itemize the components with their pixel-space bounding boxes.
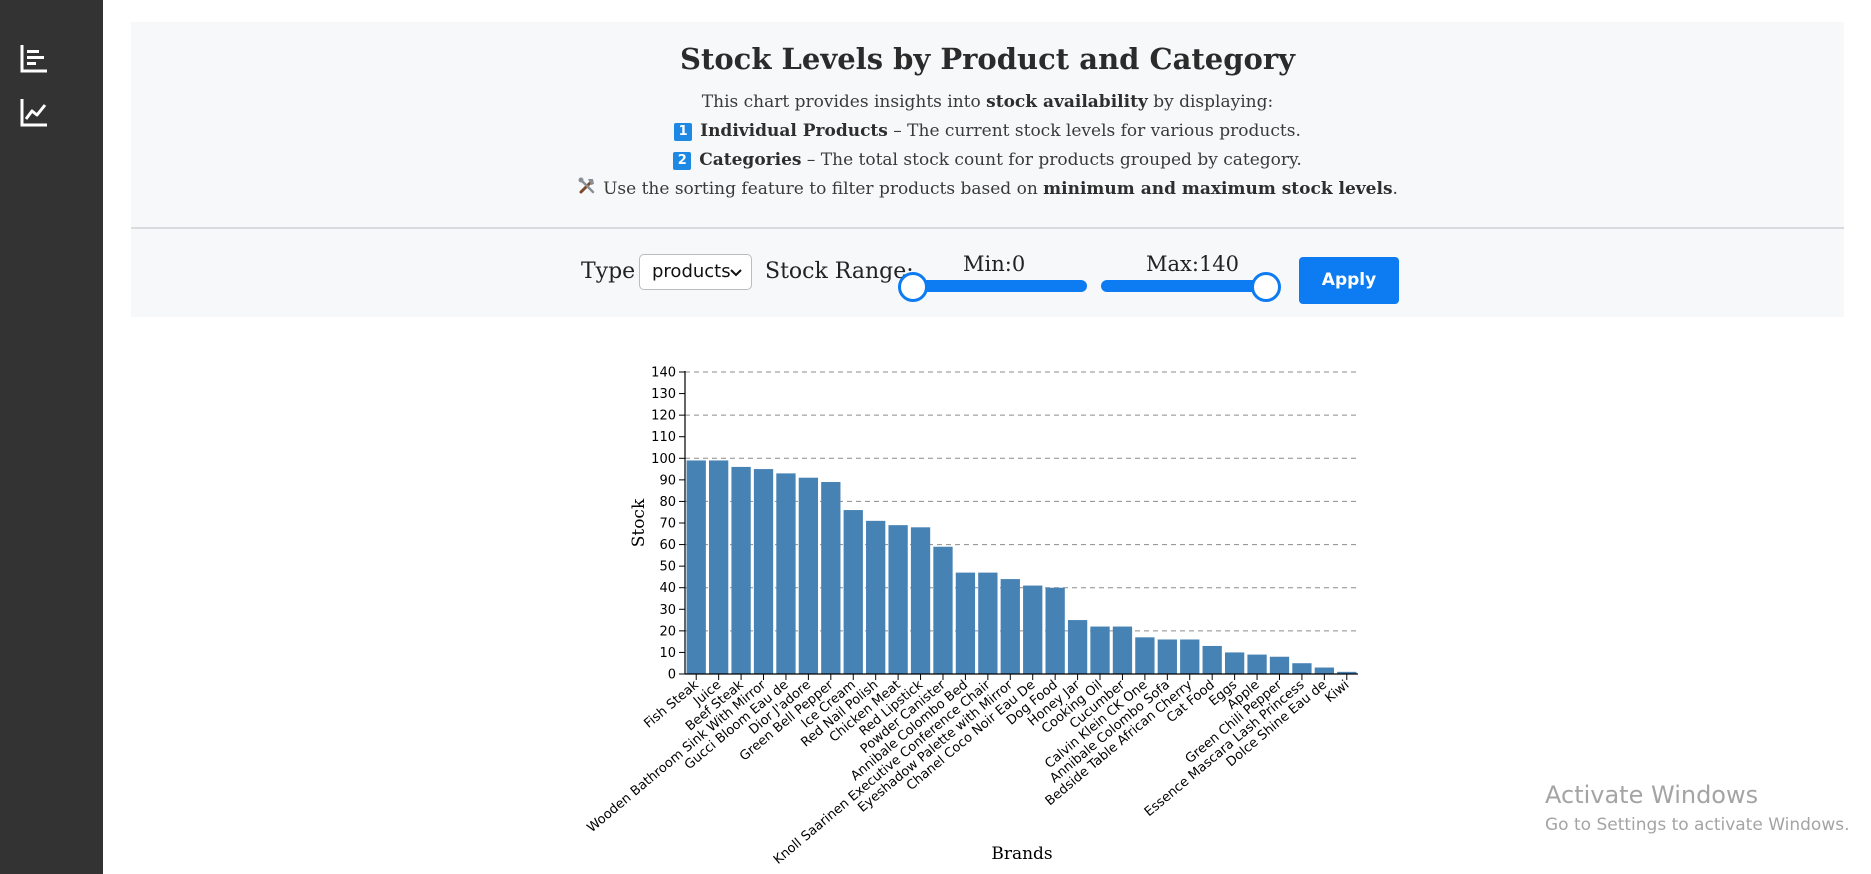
bar xyxy=(1269,656,1290,674)
bar xyxy=(1292,663,1312,674)
y-tick-label: 100 xyxy=(651,452,676,467)
y-axis-title: Stock xyxy=(629,498,649,547)
max-slider-thumb[interactable] xyxy=(1251,272,1281,302)
tools-icon xyxy=(578,177,595,194)
y-tick-label: 60 xyxy=(659,538,676,553)
y-tick-label: 110 xyxy=(651,430,676,445)
chevron-down-icon xyxy=(730,269,742,277)
y-tick-label: 0 xyxy=(668,668,676,683)
min-slider-track[interactable] xyxy=(911,280,1087,292)
y-tick-label: 90 xyxy=(659,473,676,488)
y-tick-label: 50 xyxy=(659,560,676,575)
y-tick-label: 10 xyxy=(659,646,676,661)
bar xyxy=(1180,639,1200,674)
y-tick-label: 70 xyxy=(659,517,676,532)
number-two-icon: 2 xyxy=(673,152,692,170)
info-item-text: – The current stock levels for various p… xyxy=(887,121,1301,141)
bar xyxy=(1000,579,1020,674)
intro-bold: stock availability xyxy=(986,92,1148,112)
bar xyxy=(866,520,886,674)
number-one-icon: 1 xyxy=(674,123,693,141)
bar xyxy=(709,460,729,674)
bar xyxy=(1135,637,1155,674)
bar-chart-horizontal-icon[interactable] xyxy=(18,42,50,74)
bar xyxy=(821,482,841,674)
info-item-categories: 2 Categories – The total stock count for … xyxy=(131,146,1844,175)
watermark-subtitle: Go to Settings to activate Windows. xyxy=(1545,815,1850,835)
sidebar xyxy=(0,0,103,874)
apply-button[interactable]: Apply xyxy=(1299,257,1399,304)
bar xyxy=(1314,667,1334,674)
tip-line: Use the sorting feature to filter produc… xyxy=(131,175,1844,204)
type-label: Type xyxy=(581,259,636,284)
min-value-label: Min:0 xyxy=(963,252,1026,276)
y-tick-label: 130 xyxy=(651,387,676,402)
tip-suffix: . xyxy=(1392,179,1398,199)
bar xyxy=(776,473,796,674)
max-slider-track[interactable] xyxy=(1101,280,1271,292)
bar xyxy=(686,460,706,674)
bar xyxy=(753,469,774,674)
info-item-products: 1 Individual Products – The current stock… xyxy=(131,117,1844,146)
bar xyxy=(1202,645,1222,674)
intro-text: This chart provides insights into xyxy=(701,92,987,112)
y-tick-label: 80 xyxy=(659,495,676,510)
y-tick-label: 140 xyxy=(651,366,676,381)
bar xyxy=(978,572,998,674)
bar xyxy=(888,525,908,674)
intro-line: This chart provides insights into stock … xyxy=(131,88,1844,117)
bar xyxy=(843,510,863,674)
tip-text: Use the sorting feature to filter produc… xyxy=(603,179,1044,199)
y-tick-label: 30 xyxy=(659,603,676,618)
filter-controls: Type products Stock Range: Min:0 Max:140… xyxy=(131,229,1844,317)
bar xyxy=(955,572,976,674)
x-tick-label: Kiwi xyxy=(1322,678,1352,706)
line-chart-icon[interactable] xyxy=(18,96,50,128)
type-select-value: products xyxy=(652,261,731,282)
bar xyxy=(1023,585,1043,674)
bar xyxy=(1247,654,1267,674)
info-item-bold: Individual Products xyxy=(700,121,888,141)
intro-suffix: by displaying: xyxy=(1147,92,1274,112)
header-panel: Stock Levels by Product and Category Thi… xyxy=(131,22,1844,229)
bar xyxy=(910,527,931,674)
type-select[interactable]: products xyxy=(639,254,752,290)
bar xyxy=(1067,620,1088,674)
x-axis-title: Brands xyxy=(991,844,1052,864)
bar xyxy=(933,546,953,674)
bar xyxy=(798,477,819,674)
max-value-label: Max:140 xyxy=(1146,252,1240,276)
bar xyxy=(1090,626,1110,674)
bar xyxy=(1224,652,1245,674)
bar xyxy=(1045,587,1065,674)
page-title: Stock Levels by Product and Category xyxy=(680,42,1295,76)
stock-range-label: Stock Range: xyxy=(765,259,914,284)
bar xyxy=(1157,639,1177,674)
watermark-title: Activate Windows xyxy=(1545,781,1759,809)
bar xyxy=(731,466,751,674)
info-item-text: – The total stock count for products gro… xyxy=(801,150,1302,170)
y-tick-label: 20 xyxy=(659,624,676,639)
bar xyxy=(1112,626,1133,674)
info-item-bold: Categories xyxy=(699,150,802,170)
bar xyxy=(1337,671,1357,674)
y-tick-label: 120 xyxy=(651,409,676,424)
tip-bold: minimum and maximum stock levels xyxy=(1043,179,1393,199)
min-slider-thumb[interactable] xyxy=(898,272,928,302)
y-tick-label: 40 xyxy=(659,581,676,596)
